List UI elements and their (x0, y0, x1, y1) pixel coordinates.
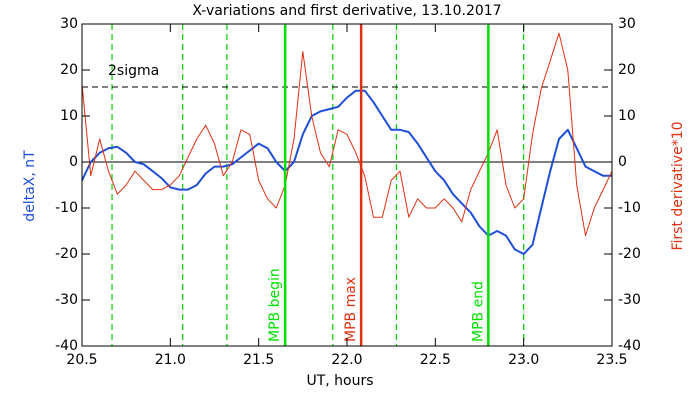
event-label: MPB end (470, 281, 486, 342)
x-tick-label: 22.0 (331, 352, 362, 368)
x-tick-label: 23.0 (508, 352, 539, 368)
y2-tick-label: 0 (618, 154, 627, 170)
x-tick-label: 20.5 (66, 352, 97, 368)
series-line (81, 89, 612, 255)
y2-tick-label: -40 (618, 338, 641, 354)
y2-tick-label: 20 (618, 62, 636, 78)
x-axis-label: UT, hours (306, 373, 373, 389)
y-tick-label: 10 (60, 108, 78, 124)
y-tick-label: -40 (55, 338, 78, 354)
y-tick-label: -10 (55, 200, 78, 216)
event-label: MPB begin (267, 268, 283, 342)
y-axis-label: deltaX, nT (22, 150, 38, 222)
y2-tick-label: 10 (618, 108, 636, 124)
reference-label: 2sigma (108, 63, 159, 79)
x-tick-label: 21.0 (155, 352, 186, 368)
chart-title: X-variations and first derivative, 13.10… (192, 3, 501, 19)
y-tick-label: 0 (69, 154, 78, 170)
y-tick-label: -30 (55, 292, 78, 308)
y2-tick-label: -20 (618, 246, 641, 262)
y-tick-label: 20 (60, 62, 78, 78)
y2-tick-label: 30 (618, 16, 636, 32)
x-tick-label: 23.5 (596, 352, 627, 368)
x-tick-label: 21.5 (243, 352, 274, 368)
y-tick-label: 30 (60, 16, 78, 32)
x-tick-label: 22.5 (420, 352, 451, 368)
series-line (81, 32, 613, 237)
y2-axis-label: First derivative*10 (670, 121, 686, 250)
y2-tick-label: -30 (618, 292, 641, 308)
y-tick-label: -20 (55, 246, 78, 262)
y2-tick-label: -10 (618, 200, 641, 216)
event-label: MPB max (343, 277, 359, 342)
